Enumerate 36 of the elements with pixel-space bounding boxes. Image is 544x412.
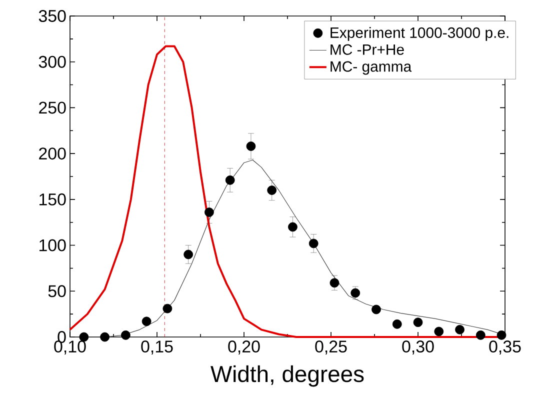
x-tick-label: 0,15: [141, 340, 173, 355]
y-tick-label: 250: [39, 102, 66, 114]
x-tick-label: 0,25: [315, 340, 347, 355]
point: [162, 304, 172, 314]
x-tick-label: 0,20: [228, 340, 260, 355]
point: [142, 316, 152, 326]
point: [121, 330, 130, 340]
point: [392, 319, 402, 329]
point: [413, 318, 423, 328]
legend-label: MC- gamma: [330, 61, 412, 75]
legend-label: Experiment 1000-3000 p.e.: [330, 26, 508, 41]
point: [372, 304, 381, 314]
point: [288, 222, 298, 232]
legend-label: MC -Pr+He: [330, 44, 404, 55]
x-tick-label: 0,30: [402, 340, 434, 355]
y-tick-label: 50: [48, 285, 66, 298]
y-tick-label: 300: [38, 56, 66, 68]
point: [184, 250, 194, 260]
point: [308, 238, 318, 248]
x-tick-label: 0,35: [489, 340, 521, 355]
point: [434, 326, 444, 336]
point: [204, 208, 214, 217]
point: [455, 324, 464, 334]
point: [267, 186, 277, 195]
point: [225, 175, 235, 185]
point: [476, 330, 486, 340]
y-tick-label: 350: [38, 10, 66, 22]
point: [100, 332, 110, 342]
x-tick-label: 0,10: [54, 340, 86, 355]
y-tick-label: 100: [40, 239, 66, 252]
point: [330, 278, 340, 288]
point: [496, 330, 506, 340]
x-axis-title: Width, degrees: [210, 365, 364, 387]
y-tick-label: 150: [40, 193, 66, 206]
point: [246, 142, 256, 151]
y-tick-label: 200: [39, 148, 66, 160]
